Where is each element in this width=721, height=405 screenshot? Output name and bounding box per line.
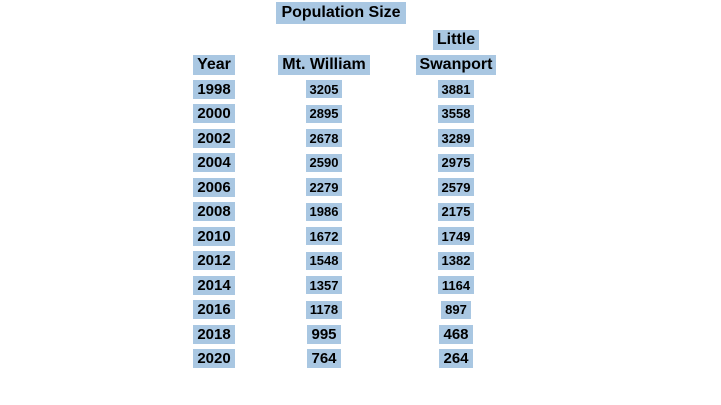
page-title: Population Size xyxy=(276,2,406,24)
year-column-header: Year xyxy=(193,54,235,75)
little-swanport-cell: 3881 xyxy=(437,80,475,98)
mt-william-cell: 1672 xyxy=(305,227,343,245)
year-cell: 2000 xyxy=(193,104,235,124)
little-swanport-cell: 3558 xyxy=(437,104,475,123)
table-row: 2016 1178 897 xyxy=(166,298,526,323)
year-cell: 2008 xyxy=(193,202,235,222)
little-swanport-cell: 2175 xyxy=(437,202,475,221)
little-swanport-header-line1: Little xyxy=(432,30,480,51)
mt-william-cell: 764 xyxy=(307,349,341,369)
year-cell: 2018 xyxy=(193,324,235,344)
table-row: 2000 2895 3558 xyxy=(166,102,526,127)
table-row: 2018 995 468 xyxy=(166,322,526,347)
table-row: 2012 1548 1382 xyxy=(166,249,526,274)
little-swanport-cell: 468 xyxy=(439,324,473,344)
year-cell: 2002 xyxy=(193,128,235,148)
mt-william-cell: 2678 xyxy=(305,129,343,147)
population-table: Population Size Little Year Mt. William … xyxy=(166,2,526,371)
page-title-row: Population Size xyxy=(161,2,521,28)
mt-william-cell: 1986 xyxy=(305,202,343,221)
little-swanport-cell: 1749 xyxy=(437,227,475,245)
table-row: 2014 1357 1164 xyxy=(166,273,526,298)
mt-william-cell: 2279 xyxy=(305,178,343,196)
little-swanport-cell: 3289 xyxy=(437,129,475,147)
year-cell: 2012 xyxy=(193,251,235,271)
table-row: 2002 2678 3289 xyxy=(166,126,526,151)
year-cell: 2006 xyxy=(193,177,235,197)
year-cell: 2014 xyxy=(193,275,235,295)
mt-william-cell: 1548 xyxy=(305,251,343,270)
table-row: 1998 3205 3881 xyxy=(166,77,526,102)
little-swanport-cell: 897 xyxy=(441,300,471,319)
mt-william-cell: 2895 xyxy=(305,104,343,123)
mt-william-cell: 1178 xyxy=(305,300,343,319)
little-swanport-cell: 1164 xyxy=(437,276,475,294)
little-swanport-cell: 264 xyxy=(439,349,473,369)
table-row: 2008 1986 2175 xyxy=(166,200,526,225)
little-swanport-cell: 2579 xyxy=(437,178,475,196)
mt-william-cell: 3205 xyxy=(305,80,343,98)
table-row: 2010 1672 1749 xyxy=(166,224,526,249)
table-row: 2004 2590 2975 xyxy=(166,151,526,176)
mt-william-column-header: Mt. William xyxy=(278,54,370,75)
little-swanport-cell: 2975 xyxy=(437,153,475,172)
year-cell: 2020 xyxy=(193,349,235,369)
mt-william-cell: 2590 xyxy=(305,153,343,172)
header-row: Year Mt. William Swanport xyxy=(166,53,526,78)
header-row-top: Little xyxy=(166,28,526,53)
mt-william-cell: 995 xyxy=(307,324,341,344)
year-cell: 2004 xyxy=(193,153,235,173)
year-cell: 2010 xyxy=(193,226,235,246)
year-cell: 2016 xyxy=(193,300,235,320)
table-row: 2006 2279 2579 xyxy=(166,175,526,200)
little-swanport-cell: 1382 xyxy=(437,251,475,270)
table-row: 2020 764 264 xyxy=(166,347,526,372)
year-cell: 1998 xyxy=(193,79,235,99)
mt-william-cell: 1357 xyxy=(305,276,343,294)
little-swanport-header-line2: Swanport xyxy=(415,54,497,75)
